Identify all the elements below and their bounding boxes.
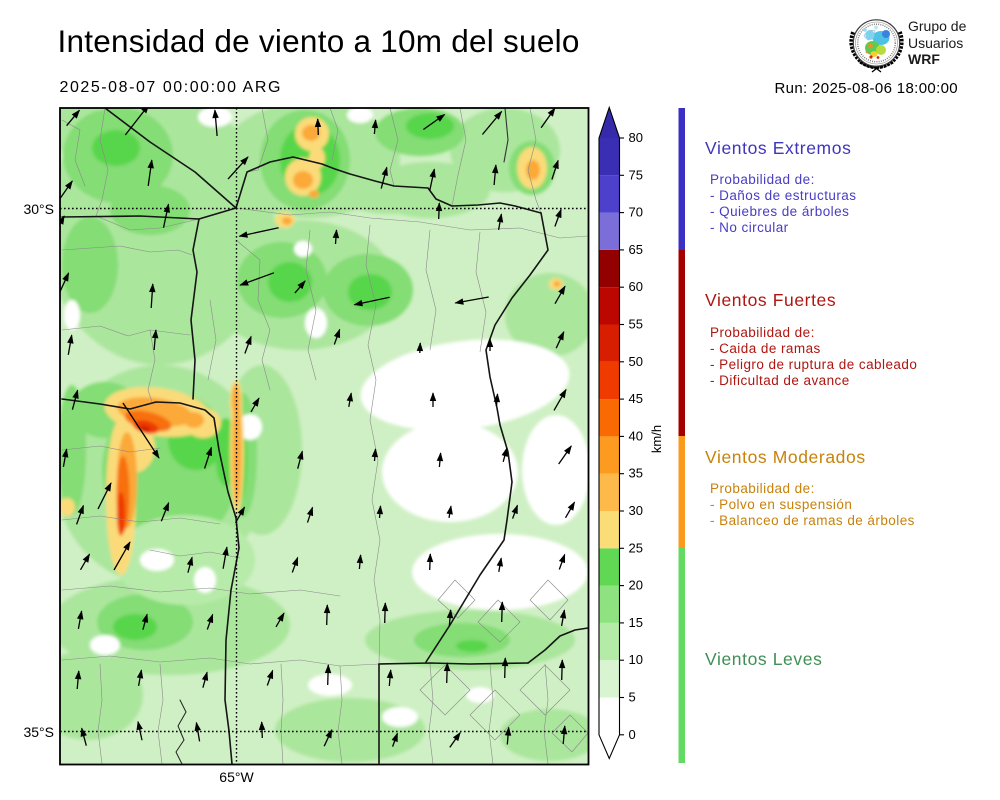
svg-text:50: 50 bbox=[629, 354, 643, 369]
svg-text:40: 40 bbox=[629, 428, 643, 443]
svg-text:70: 70 bbox=[629, 205, 643, 220]
svg-text:30: 30 bbox=[629, 503, 643, 518]
svg-text:5: 5 bbox=[629, 690, 636, 705]
svg-text:25: 25 bbox=[629, 540, 643, 555]
svg-text:75: 75 bbox=[629, 167, 643, 182]
svg-text:10: 10 bbox=[629, 652, 643, 667]
svg-text:km/h: km/h bbox=[649, 425, 664, 453]
svg-text:60: 60 bbox=[629, 279, 643, 294]
svg-text:55: 55 bbox=[629, 317, 643, 332]
svg-text:15: 15 bbox=[629, 615, 643, 630]
svg-text:65: 65 bbox=[629, 242, 643, 257]
svg-text:35: 35 bbox=[629, 466, 643, 481]
svg-text:0: 0 bbox=[629, 727, 636, 742]
svg-text:20: 20 bbox=[629, 578, 643, 593]
svg-text:80: 80 bbox=[629, 130, 643, 145]
svg-text:45: 45 bbox=[629, 391, 643, 406]
